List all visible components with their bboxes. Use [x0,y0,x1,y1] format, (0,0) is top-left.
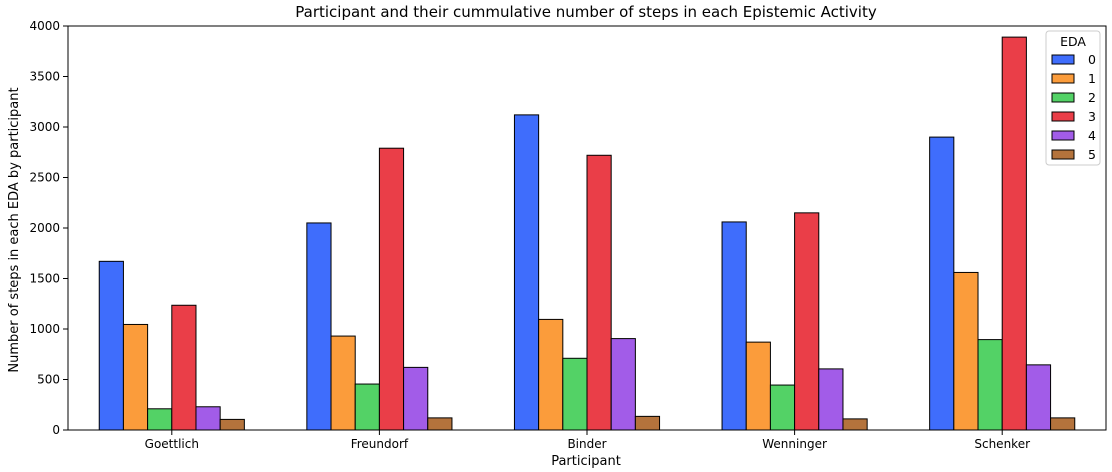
x-tick-label: Binder [567,437,606,451]
bar-schenker-eda-1 [953,271,979,431]
y-tick-label: 1500 [29,272,60,286]
y-tick-label: 2500 [29,171,60,185]
bar-freundorf-eda-0 [306,222,332,431]
y-tick-label: 1000 [29,322,60,336]
legend-swatch-eda-1 [1051,73,1075,84]
bar-binder-eda-3 [586,154,612,431]
x-tick-label: Freundorf [351,437,409,451]
bar-wenninger-eda-3 [794,212,820,431]
chart-title: Participant and their cummulative number… [295,3,877,21]
bar-schenker-eda-4 [1025,364,1052,431]
bar-wenninger-eda-2 [769,384,796,431]
y-tick-label: 3500 [29,70,60,84]
x-axis-label: Participant [551,454,621,468]
legend-swatch-eda-4 [1051,130,1075,141]
bar-binder-eda-0 [513,114,540,431]
y-tick-label: 4000 [29,19,60,33]
bar-wenninger-eda-5 [842,418,868,431]
bar-schenker-eda-3 [1001,36,1027,431]
bar-goettlich-eda-2 [147,408,173,431]
y-axis-label: Number of steps in each EDA by participa… [7,87,22,372]
legend-label-eda-4: 4 [1088,128,1096,143]
bar-schenker-eda-0 [929,136,955,431]
legend-label-eda-1: 1 [1088,71,1096,86]
bar-binder-eda-1 [538,318,564,431]
bar-goettlich-eda-3 [171,304,197,431]
bar-wenninger-eda-4 [818,368,844,431]
bar-binder-eda-5 [634,415,661,431]
bar-goettlich-eda-1 [122,323,149,431]
bar-freundorf-eda-3 [378,147,405,431]
plot-area: 0 500 1000 1500 2000 2500 3000 3500 4000 Goettlic… [29,19,1107,451]
legend-label-eda-3: 3 [1088,109,1096,124]
y-tick-label: 0 [52,423,60,437]
legend-title: EDA [1060,34,1086,49]
y-tick-label: 500 [37,373,60,387]
bar-schenker-eda-5 [1050,417,1076,431]
bar-binder-eda-4 [610,338,636,431]
bar-goettlich-eda-4 [195,406,221,431]
y-tick-label: 3000 [29,120,60,134]
bar-freundorf-eda-1 [330,335,356,431]
bar-wenninger-eda-0 [721,221,747,431]
bar-goettlich-eda-5 [219,418,245,431]
legend-swatch-eda-3 [1051,111,1075,122]
bar-freundorf-eda-2 [354,383,380,431]
legend-swatch-eda-2 [1051,92,1075,103]
legend-swatch-eda-5 [1051,149,1075,160]
bar-schenker-eda-2 [977,339,1003,431]
legend-label-eda-2: 2 [1088,90,1096,105]
bar-goettlich-eda-0 [98,260,124,431]
bar-binder-eda-2 [562,357,588,431]
y-tick-label: 2000 [29,221,60,235]
legend-label-eda-0: 0 [1088,52,1096,67]
legend-label-eda-5: 5 [1088,147,1096,162]
bar-freundorf-eda-5 [427,417,453,431]
x-tick-label: Goettlich [145,437,199,451]
bar-wenninger-eda-1 [745,341,771,431]
plot-frame [67,25,1107,431]
legend-swatch-eda-0 [1051,54,1075,65]
x-tick-label: Schenker [974,437,1030,451]
bar-freundorf-eda-4 [403,366,429,431]
x-tick-label: Wenninger [762,437,827,451]
